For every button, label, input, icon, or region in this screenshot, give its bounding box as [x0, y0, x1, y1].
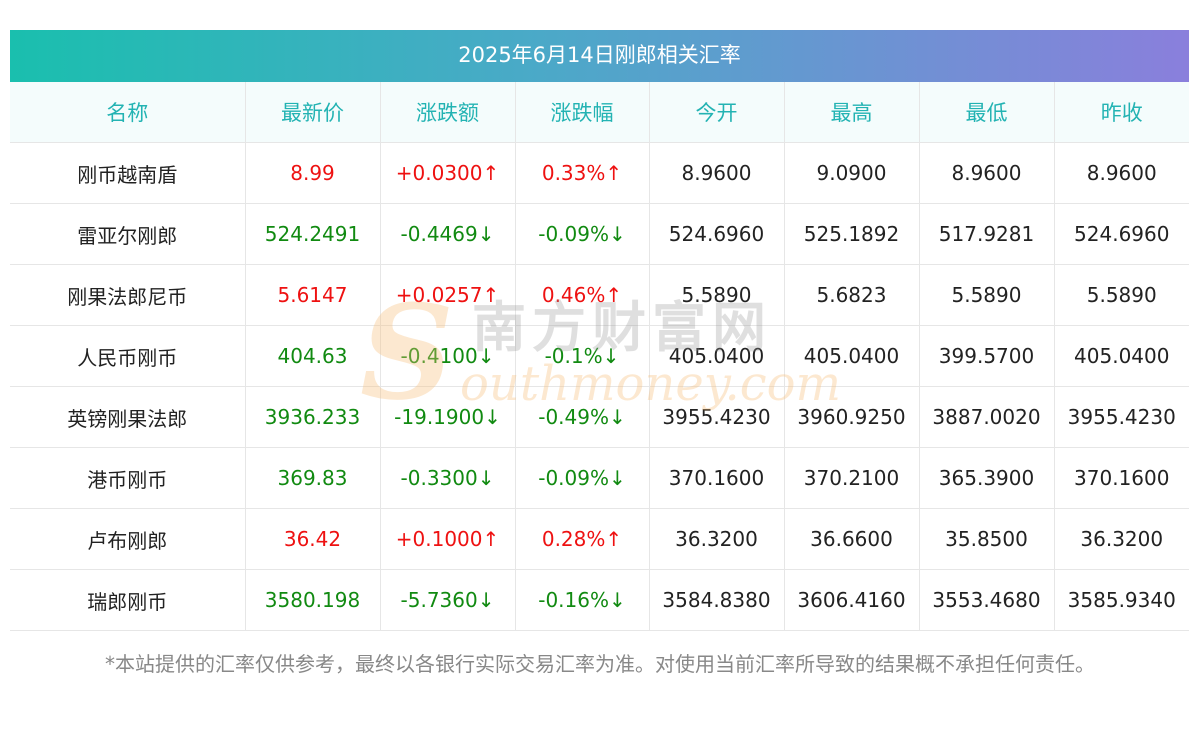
- table-row: 港币刚币 369.83 -0.3300↓ -0.09%↓ 370.1600 370.210…: [10, 447, 1189, 509]
- cell-latest: 5.6147: [244, 264, 380, 326]
- cell-low: 3553.4680: [918, 569, 1054, 631]
- table-header-row: 名称 最新价 涨跌额 涨跌幅 今开 最高 最低 昨收: [10, 82, 1189, 143]
- cell-prev-close: 524.6960: [1053, 203, 1189, 265]
- cell-prev-close: 5.5890: [1053, 264, 1189, 326]
- exchange-rate-table: 名称 最新价 涨跌额 涨跌幅 今开 最高 最低 昨收 刚币越南盾 8.99 +0.0…: [10, 82, 1189, 631]
- cell-open: 36.3200: [648, 508, 784, 570]
- cell-prev-close: 3585.9340: [1053, 569, 1189, 631]
- table-row: 英镑刚果法郎 3936.233 -19.1900↓ -0.49%↓ 3955.4230 3…: [10, 386, 1189, 448]
- cell-latest: 524.2491: [244, 203, 380, 265]
- column-header-name: 名称: [10, 82, 245, 143]
- cell-change: -0.4469↓: [379, 203, 515, 265]
- disclaimer-text: *本站提供的汇率仅供参考，最终以各银行实际交易汇率为准。对使用当前汇率所导致的结…: [105, 652, 1095, 676]
- table-row: 刚果法郎尼币 5.6147 +0.0257↑ 0.46%↑ 5.5890 5.6823 5.…: [10, 264, 1189, 326]
- cell-latest: 3580.198: [244, 569, 380, 631]
- cell-prev-close: 8.9600: [1053, 142, 1189, 204]
- cell-prev-close: 370.1600: [1053, 447, 1189, 509]
- cell-low: 399.5700: [918, 325, 1054, 387]
- cell-change-pct: -0.1%↓: [514, 325, 649, 387]
- table-row: 雷亚尔刚郎 524.2491 -0.4469↓ -0.09%↓ 524.6960 525.…: [10, 203, 1189, 265]
- table-body: 刚币越南盾 8.99 +0.0300↑ 0.33%↑ 8.9600 9.0900 8.960…: [10, 142, 1189, 631]
- cell-change: -19.1900↓: [379, 386, 515, 448]
- column-header-prev-close: 昨收: [1053, 82, 1189, 143]
- column-header-high: 最高: [783, 82, 919, 143]
- cell-open: 8.9600: [648, 142, 784, 204]
- cell-high: 525.1892: [783, 203, 919, 265]
- cell-latest: 369.83: [244, 447, 380, 509]
- cell-change: +0.1000↑: [379, 508, 515, 570]
- table-row: 瑞郎刚币 3580.198 -5.7360↓ -0.16%↓ 3584.8380 3606…: [10, 569, 1189, 631]
- cell-name: 刚币越南盾: [10, 142, 245, 204]
- cell-name: 港币刚币: [10, 447, 245, 509]
- cell-low: 3887.0020: [918, 386, 1054, 448]
- column-header-change-pct: 涨跌幅: [514, 82, 649, 143]
- cell-latest: 404.63: [244, 325, 380, 387]
- cell-high: 3960.9250: [783, 386, 919, 448]
- cell-latest: 36.42: [244, 508, 380, 570]
- column-header-latest: 最新价: [244, 82, 380, 143]
- cell-low: 5.5890: [918, 264, 1054, 326]
- cell-prev-close: 36.3200: [1053, 508, 1189, 570]
- cell-low: 8.9600: [918, 142, 1054, 204]
- cell-prev-close: 405.0400: [1053, 325, 1189, 387]
- cell-change: -5.7360↓: [379, 569, 515, 631]
- cell-change-pct: -0.09%↓: [514, 447, 649, 509]
- column-header-change: 涨跌额: [379, 82, 515, 143]
- cell-change-pct: -0.16%↓: [514, 569, 649, 631]
- cell-high: 36.6600: [783, 508, 919, 570]
- cell-change-pct: 0.28%↑: [514, 508, 649, 570]
- exchange-rate-panel: 2025年6月14日刚郎相关汇率 名称 最新价 涨跌额 涨跌幅 今开 最高 最低…: [10, 30, 1189, 631]
- cell-open: 3955.4230: [648, 386, 784, 448]
- cell-change: -0.4100↓: [379, 325, 515, 387]
- cell-change-pct: -0.09%↓: [514, 203, 649, 265]
- cell-open: 3584.8380: [648, 569, 784, 631]
- cell-name: 雷亚尔刚郎: [10, 203, 245, 265]
- column-header-open: 今开: [648, 82, 784, 143]
- cell-prev-close: 3955.4230: [1053, 386, 1189, 448]
- cell-change: +0.0300↑: [379, 142, 515, 204]
- cell-low: 517.9281: [918, 203, 1054, 265]
- cell-change: -0.3300↓: [379, 447, 515, 509]
- cell-high: 9.0900: [783, 142, 919, 204]
- cell-name: 人民币刚币: [10, 325, 245, 387]
- table-row: 卢布刚郎 36.42 +0.1000↑ 0.28%↑ 36.3200 36.6600 35.…: [10, 508, 1189, 570]
- cell-open: 5.5890: [648, 264, 784, 326]
- cell-change-pct: 0.33%↑: [514, 142, 649, 204]
- cell-open: 370.1600: [648, 447, 784, 509]
- cell-low: 35.8500: [918, 508, 1054, 570]
- cell-name: 瑞郎刚币: [10, 569, 245, 631]
- column-header-low: 最低: [918, 82, 1054, 143]
- table-row: 人民币刚币 404.63 -0.4100↓ -0.1%↓ 405.0400 405.040…: [10, 325, 1189, 387]
- cell-change: +0.0257↑: [379, 264, 515, 326]
- cell-latest: 3936.233: [244, 386, 380, 448]
- table-title: 2025年6月14日刚郎相关汇率: [10, 30, 1189, 82]
- cell-name: 刚果法郎尼币: [10, 264, 245, 326]
- cell-change-pct: -0.49%↓: [514, 386, 649, 448]
- cell-low: 365.3900: [918, 447, 1054, 509]
- cell-open: 524.6960: [648, 203, 784, 265]
- cell-name: 卢布刚郎: [10, 508, 245, 570]
- cell-change-pct: 0.46%↑: [514, 264, 649, 326]
- cell-high: 3606.4160: [783, 569, 919, 631]
- cell-high: 405.0400: [783, 325, 919, 387]
- table-row: 刚币越南盾 8.99 +0.0300↑ 0.33%↑ 8.9600 9.0900 8.960…: [10, 142, 1189, 204]
- cell-name: 英镑刚果法郎: [10, 386, 245, 448]
- cell-latest: 8.99: [244, 142, 380, 204]
- cell-high: 370.2100: [783, 447, 919, 509]
- cell-open: 405.0400: [648, 325, 784, 387]
- cell-high: 5.6823: [783, 264, 919, 326]
